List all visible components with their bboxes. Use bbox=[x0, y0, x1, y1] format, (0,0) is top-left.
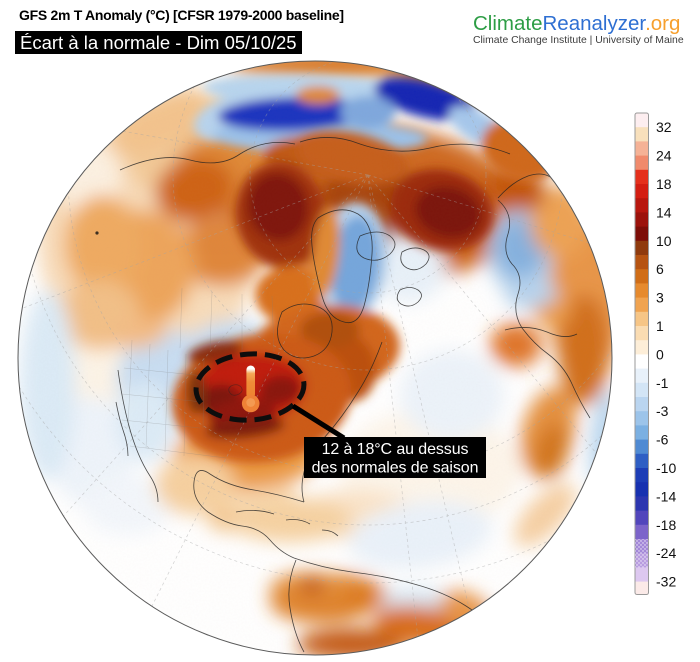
svg-text:-1: -1 bbox=[656, 375, 669, 391]
svg-text:-3: -3 bbox=[656, 403, 669, 419]
svg-text:des normales de saison: des normales de saison bbox=[312, 460, 479, 477]
svg-text:6: 6 bbox=[656, 261, 664, 277]
svg-text:3: 3 bbox=[656, 290, 664, 306]
svg-text:24: 24 bbox=[656, 148, 672, 164]
svg-text:-14: -14 bbox=[656, 488, 676, 504]
svg-text:0: 0 bbox=[656, 346, 664, 362]
svg-text:18: 18 bbox=[656, 176, 672, 192]
svg-text:14: 14 bbox=[656, 204, 672, 220]
svg-text:-32: -32 bbox=[656, 574, 676, 590]
svg-text:10: 10 bbox=[656, 233, 672, 249]
svg-text:-10: -10 bbox=[656, 460, 676, 476]
svg-text:-6: -6 bbox=[656, 432, 669, 448]
svg-text:1: 1 bbox=[656, 318, 664, 334]
svg-text:-24: -24 bbox=[656, 545, 676, 561]
svg-text:-18: -18 bbox=[656, 517, 676, 533]
svg-text:32: 32 bbox=[656, 119, 672, 135]
svg-text:12 à 18°C au dessus: 12 à 18°C au dessus bbox=[322, 441, 469, 458]
